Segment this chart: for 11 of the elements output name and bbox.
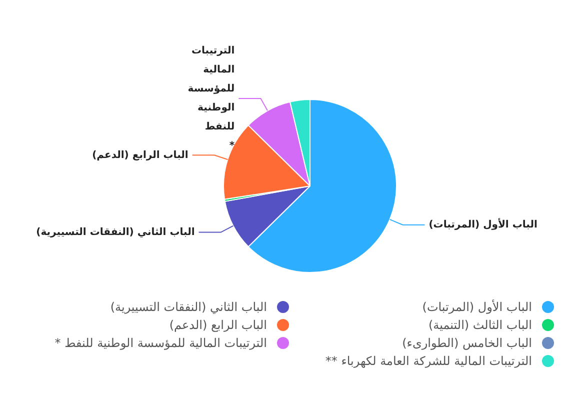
slice-label: الباب الثاني (النفقات التسييرية) [36,226,195,238]
legend-label: الباب الثاني (النفقات التسييرية) [110,300,267,314]
slice-label: الباب الرابع (الدعم) [92,150,188,161]
legend-label: الباب الثالث (التنمية) [428,318,532,332]
legend-label: الباب الرابع (الدعم) [169,318,267,332]
slice-label: الباب الأول (المرتبات) [428,217,538,230]
legend-label: الباب الخامس (الطوارىء) [402,336,532,350]
legend-label: الترتيبات المالية للمؤسسة الوطنية للنفط * [54,336,267,350]
legend-label: الترتيبات المالية للشركة العامة لكهرباء ** [325,354,532,368]
slice-label: الترتيبات المالية للمؤسسة الوطنية للنفط * [188,46,236,152]
legend-label: الباب الأول (المرتبات) [422,300,532,314]
